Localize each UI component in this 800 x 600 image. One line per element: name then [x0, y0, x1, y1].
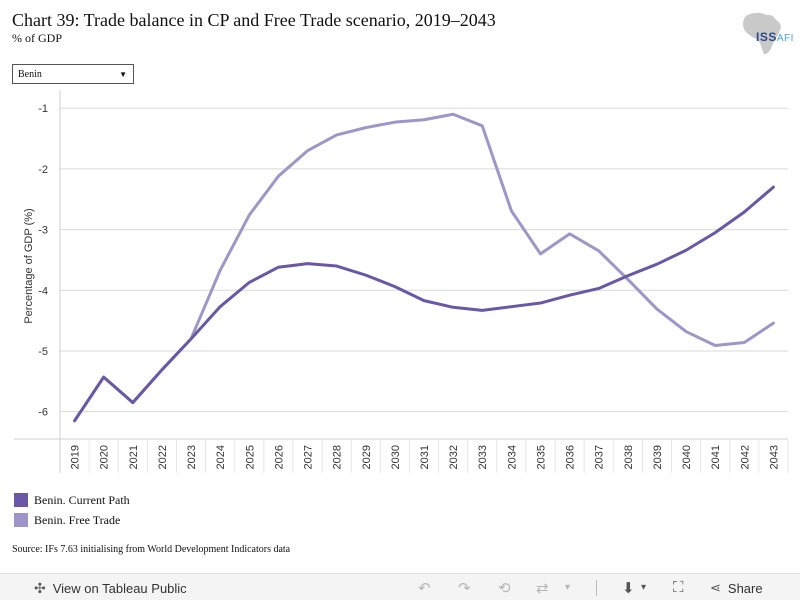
x-tick-label: 2043	[768, 445, 780, 469]
y-tick-label: -2	[38, 164, 48, 176]
x-tick-label: 2036	[565, 445, 577, 469]
line-chart: -1 -2 -3 -4 -5 -6 2019 2020 2021 2022 2023 2024 202…	[14, 90, 789, 473]
y-axis-ticks: -1 -2 -3 -4 -5 -6	[38, 103, 48, 418]
share-icon: ⋖	[710, 580, 721, 595]
country-select[interactable]: Benin ▼	[12, 64, 134, 84]
legend: Benin. Current Path Benin. Free Trade	[14, 490, 130, 530]
view-on-tableau-link[interactable]: ✣ View on Tableau Public	[34, 580, 187, 597]
x-tick-label: 2021	[128, 445, 140, 469]
y-tick-label: -5	[38, 346, 48, 358]
y-tick-label: -6	[38, 407, 48, 419]
series-line-current-path	[73, 185, 775, 423]
country-select-value: Benin	[18, 69, 42, 80]
x-tick-label: 2022	[157, 445, 169, 469]
x-tick-label: 2026	[273, 445, 285, 469]
legend-label-free-trade: Benin. Free Trade	[34, 512, 121, 527]
x-tick-label: 2038	[623, 445, 635, 469]
view-on-tableau-label: View on Tableau Public	[52, 581, 187, 596]
download-dropdown-icon[interactable]: ▾	[641, 582, 647, 593]
tableau-logo-icon: ✣	[34, 580, 46, 596]
y-tick-label: -1	[38, 103, 48, 115]
gridlines	[14, 90, 788, 473]
x-tick-label: 2031	[419, 445, 431, 469]
x-tick-label: 2027	[303, 445, 315, 469]
x-axis-ticks: 2019 2020 2021 2022 2023 2024 2025 2026 2027 2028…	[70, 439, 789, 473]
x-tick-label: 2040	[681, 445, 693, 469]
x-tick-label: 2024	[215, 445, 227, 469]
chart-title: Chart 39: Trade balance in CP and Free T…	[12, 10, 496, 30]
legend-item-current-path[interactable]: Benin. Current Path	[14, 490, 130, 510]
x-tick-label: 2023	[186, 445, 198, 469]
y-tick-label: -4	[38, 285, 48, 297]
series-lines	[73, 112, 775, 423]
chart-subtitle: % of GDP	[12, 31, 62, 45]
legend-label-current-path: Benin. Current Path	[34, 492, 130, 507]
x-tick-label: 2035	[535, 445, 547, 469]
share-label: Share	[727, 580, 763, 596]
x-tick-label: 2034	[506, 445, 518, 469]
tableau-toolbar: ✣ View on Tableau Public ↶ ↷ ⟲ ⇄ ▾ ⬇ ▾ ⛶…	[0, 573, 800, 600]
africa-map-logo-icon	[743, 12, 781, 55]
legend-swatch-current-path	[14, 493, 28, 507]
x-tick-label: 2028	[332, 445, 344, 469]
logo-wordmark: ISSAFI	[756, 30, 794, 44]
x-tick-label: 2029	[361, 445, 373, 469]
refresh-icon[interactable]: ⇄	[536, 580, 549, 597]
redo-icon[interactable]: ↷	[458, 580, 471, 597]
revert-icon[interactable]: ⟲	[498, 580, 511, 597]
x-tick-label: 2039	[652, 445, 664, 469]
download-icon[interactable]: ⬇	[622, 580, 635, 597]
undo-icon[interactable]: ↶	[418, 580, 431, 597]
x-tick-label: 2041	[710, 445, 722, 469]
x-tick-label: 2019	[70, 445, 82, 469]
y-axis-label: Percentage of GDP (%)	[23, 208, 35, 323]
source-note: Source: IFs 7.63 initialising from World…	[12, 544, 291, 555]
logo-suffix: AFI	[776, 33, 794, 44]
chevron-down-icon: ▼	[119, 70, 127, 79]
share-button[interactable]: ⋖ Share	[710, 580, 763, 596]
x-tick-label: 2025	[244, 445, 256, 469]
fullscreen-icon[interactable]: ⛶	[673, 579, 684, 596]
refresh-dropdown-icon[interactable]: ▾	[565, 582, 571, 593]
series-line-free-trade	[73, 112, 775, 423]
x-tick-label: 2020	[99, 445, 111, 469]
legend-swatch-free-trade	[14, 513, 28, 527]
x-tick-label: 2033	[477, 445, 489, 469]
logo-text: ISS	[756, 30, 777, 44]
toolbar-divider	[596, 580, 597, 596]
y-tick-label: -3	[38, 225, 48, 237]
legend-item-free-trade[interactable]: Benin. Free Trade	[14, 510, 130, 530]
x-tick-label: 2032	[448, 445, 460, 469]
x-tick-label: 2030	[390, 445, 402, 469]
x-tick-label: 2042	[739, 445, 751, 469]
x-tick-label: 2037	[594, 445, 606, 469]
